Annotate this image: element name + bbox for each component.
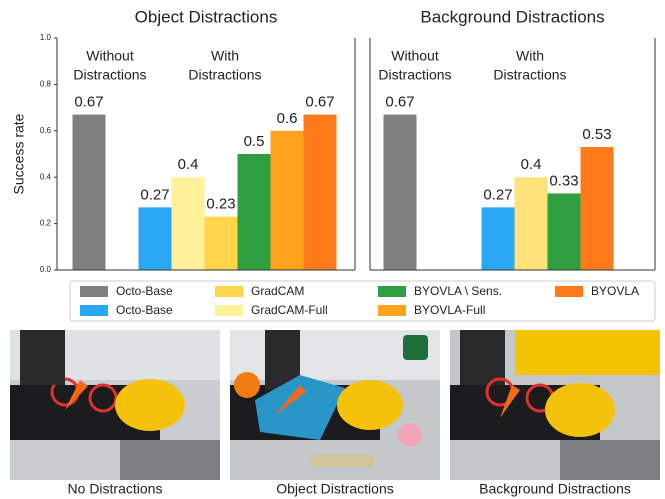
legend-label: Octo-Base	[116, 303, 173, 317]
data-label: 0.4	[178, 156, 199, 173]
annotation: With	[516, 48, 544, 64]
photo-caption: No Distractions	[68, 481, 163, 497]
legend-label: BYOVLA	[591, 284, 639, 298]
y-axis-label: Success rate	[11, 113, 27, 194]
photo-caption: Object Distractions	[276, 481, 393, 497]
annotation: Distractions	[73, 67, 146, 83]
legend-label: GradCAM-Full	[251, 303, 328, 317]
bar	[237, 154, 271, 270]
chart-title: Background Distractions	[420, 7, 604, 26]
legend-label: BYOVLA \ Sens.	[414, 284, 502, 298]
bar	[547, 193, 581, 270]
annotation: Distractions	[378, 67, 451, 83]
annotation: Distractions	[188, 67, 261, 83]
data-label: 0.67	[385, 94, 414, 111]
data-label: 0.23	[206, 196, 235, 213]
photo	[450, 330, 660, 480]
data-label: 0.53	[582, 126, 611, 143]
legend-swatch	[378, 286, 406, 297]
data-label: 0.33	[549, 172, 578, 189]
annotation: With	[211, 48, 239, 64]
bar	[270, 130, 304, 270]
y-tick-label: 0.4	[40, 172, 52, 181]
bar	[580, 147, 614, 270]
legend-swatch	[378, 305, 406, 316]
photo-caption: Background Distractions	[479, 481, 631, 497]
legend-swatch	[215, 286, 243, 297]
y-tick-label: 0.2	[40, 219, 52, 228]
chart-title: Object Distractions	[135, 7, 278, 26]
data-label: 0.4	[521, 156, 542, 173]
bar	[514, 177, 548, 270]
data-label: 0.27	[483, 186, 512, 203]
legend-label: Octo-Base	[116, 284, 173, 298]
data-label: 0.27	[140, 186, 169, 203]
photo	[10, 330, 220, 480]
annotation: Without	[86, 48, 134, 64]
y-tick-label: 0.8	[40, 80, 52, 89]
y-tick-label: 1.0	[40, 33, 52, 42]
bar	[303, 114, 337, 270]
bar	[481, 207, 515, 270]
data-label: 0.6	[277, 110, 298, 127]
legend-label: BYOVLA-Full	[414, 303, 485, 317]
data-label: 0.5	[244, 133, 265, 150]
annotation: Without	[391, 48, 439, 64]
bar	[383, 114, 417, 270]
annotation: Distractions	[493, 67, 566, 83]
bar	[204, 216, 238, 270]
bar	[72, 114, 106, 270]
photo	[230, 330, 440, 480]
bar	[138, 207, 172, 270]
data-label: 0.67	[305, 94, 334, 111]
legend-swatch	[555, 286, 583, 297]
legend-label: GradCAM	[251, 284, 304, 298]
data-label: 0.67	[74, 94, 103, 111]
bar	[171, 177, 205, 270]
y-tick-label: 0.6	[40, 126, 52, 135]
legend-swatch	[80, 286, 108, 297]
legend-swatch	[80, 305, 108, 316]
legend-swatch	[215, 305, 243, 316]
y-tick-label: 0.0	[40, 265, 52, 274]
